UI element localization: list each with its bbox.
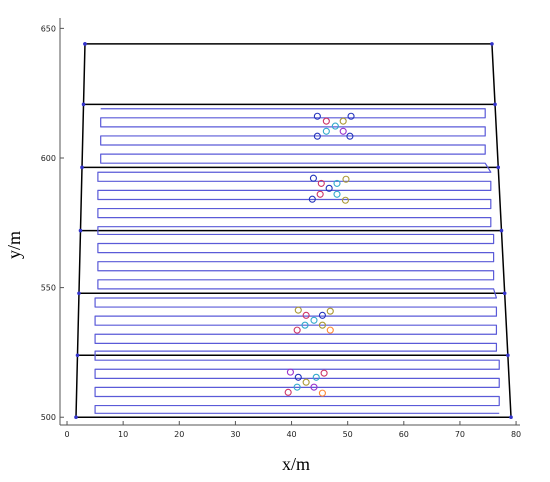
marker: [317, 179, 325, 187]
marker: [333, 179, 341, 187]
marker: [316, 190, 324, 198]
path-line: [94, 108, 500, 414]
marker: [302, 311, 310, 319]
marker: [293, 383, 301, 391]
x-tick-label: 70: [455, 430, 465, 439]
x-tick-label: 50: [343, 430, 353, 439]
vertex-dot: [81, 102, 86, 107]
marker: [326, 307, 334, 315]
x-tick-label: 40: [286, 430, 296, 439]
marker: [313, 112, 321, 120]
vertex-dot: [493, 102, 497, 107]
vertex-dot: [509, 415, 513, 420]
vertex-dot: [490, 42, 494, 46]
x-tick-label: 10: [118, 430, 128, 439]
vertex-dot: [77, 291, 81, 296]
marker: [302, 378, 310, 386]
marker: [308, 195, 316, 203]
vertex-dot: [502, 291, 507, 296]
marker: [318, 389, 326, 397]
vertex-dot: [496, 165, 501, 170]
y-tick-label: 600: [41, 154, 56, 163]
marker: [294, 373, 302, 381]
marker: [322, 117, 330, 125]
y-tick-label: 650: [41, 24, 56, 33]
vertex-dot: [80, 165, 84, 170]
x-tick-label: 30: [230, 430, 240, 439]
marker: [284, 388, 292, 396]
vertex-dot: [83, 42, 87, 46]
x-tick-label: 80: [511, 430, 521, 439]
marker: [347, 112, 355, 120]
marker: [310, 316, 318, 324]
x-axis-label: x/m: [282, 454, 310, 474]
marker: [333, 190, 341, 198]
vertex-dot: [74, 415, 78, 420]
x-tick-label: 60: [399, 430, 409, 439]
marker: [312, 373, 320, 381]
vertex-dot: [75, 353, 80, 358]
marker: [322, 127, 330, 135]
marker: [318, 321, 326, 329]
marker: [339, 127, 347, 135]
marker: [318, 311, 326, 319]
marker: [293, 326, 301, 334]
x-tick-label: 20: [174, 430, 184, 439]
vertex-dot: [78, 228, 83, 233]
y-axis-label: y/m: [4, 231, 24, 259]
marker: [326, 326, 334, 334]
marker: [294, 306, 302, 314]
marker: [346, 132, 354, 140]
y-tick-label: 500: [41, 413, 56, 422]
marker: [341, 196, 349, 204]
marker: [301, 321, 309, 329]
vertex-dot: [506, 353, 510, 358]
marker: [331, 122, 339, 130]
marker: [313, 132, 321, 140]
marker: [325, 184, 333, 192]
y-tick-label: 550: [41, 284, 56, 293]
vertex-dot: [499, 228, 504, 233]
marker: [320, 369, 328, 377]
marker: [342, 175, 350, 183]
x-tick-label: 0: [64, 430, 69, 439]
marker: [339, 117, 347, 125]
marker: [309, 174, 317, 182]
marker: [310, 383, 318, 391]
marker: [286, 368, 294, 376]
